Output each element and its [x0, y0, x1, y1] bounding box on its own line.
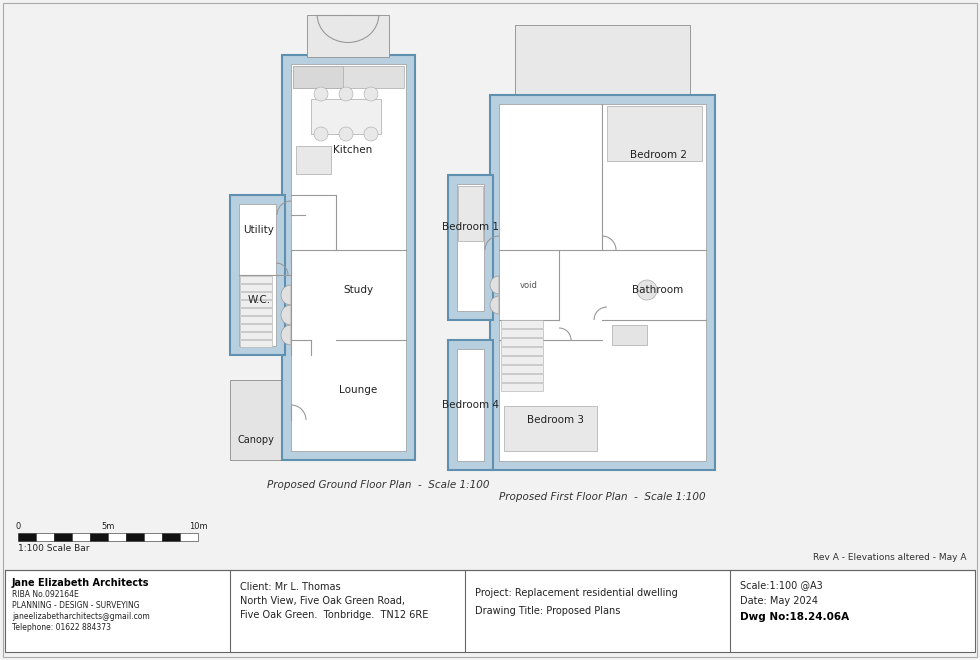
Bar — [490, 95, 715, 470]
Text: 0: 0 — [16, 522, 21, 531]
Bar — [291, 64, 406, 451]
Circle shape — [364, 87, 378, 101]
Bar — [126, 533, 144, 541]
Text: RIBA No.092164E: RIBA No.092164E — [12, 590, 78, 599]
Text: Bathroom: Bathroom — [632, 285, 684, 295]
Circle shape — [314, 127, 328, 141]
Text: Utility: Utility — [244, 225, 274, 235]
Bar — [501, 320, 543, 328]
Bar — [240, 324, 272, 331]
Text: Rev A - Elevations altered - May A: Rev A - Elevations altered - May A — [812, 554, 966, 562]
Bar — [72, 533, 90, 541]
Bar — [457, 349, 484, 461]
Wedge shape — [281, 305, 291, 325]
Text: Date: May 2024: Date: May 2024 — [740, 596, 818, 606]
Text: Bedroom 4: Bedroom 4 — [442, 400, 499, 410]
Bar — [501, 329, 543, 337]
Bar — [54, 533, 72, 541]
Text: janeelizabetharchitects@gmail.com: janeelizabetharchitects@gmail.com — [12, 612, 150, 621]
Text: void: void — [520, 280, 538, 290]
Bar — [240, 284, 272, 291]
Circle shape — [314, 87, 328, 101]
Circle shape — [637, 280, 657, 300]
Bar — [448, 175, 493, 320]
Text: Dwg No:18.24.06A: Dwg No:18.24.06A — [740, 612, 849, 622]
Bar — [458, 186, 483, 241]
Bar — [307, 15, 389, 57]
Bar — [457, 184, 484, 311]
Bar — [515, 25, 690, 97]
Text: Bedroom 3: Bedroom 3 — [526, 415, 583, 425]
Bar — [230, 195, 285, 355]
Bar — [108, 533, 126, 541]
Text: Lounge: Lounge — [339, 385, 377, 395]
Bar — [240, 332, 272, 339]
Text: Kitchen: Kitchen — [333, 145, 372, 155]
Bar — [607, 106, 702, 161]
Bar — [90, 533, 108, 541]
Circle shape — [364, 127, 378, 141]
Bar — [501, 338, 543, 346]
Wedge shape — [490, 276, 499, 294]
Bar — [501, 374, 543, 382]
Bar — [240, 316, 272, 323]
Text: Bedroom 1: Bedroom 1 — [442, 222, 499, 232]
Bar — [144, 533, 162, 541]
Bar — [501, 347, 543, 355]
Wedge shape — [490, 296, 499, 314]
Bar — [504, 406, 597, 451]
Bar — [230, 380, 283, 460]
Bar — [501, 365, 543, 373]
Bar — [501, 356, 543, 364]
Wedge shape — [281, 325, 291, 345]
Bar — [240, 292, 272, 299]
Text: Five Oak Green.  Tonbridge.  TN12 6RE: Five Oak Green. Tonbridge. TN12 6RE — [240, 610, 428, 620]
Text: 1:100 Scale Bar: 1:100 Scale Bar — [18, 544, 89, 553]
Bar — [5, 570, 975, 652]
Bar — [293, 66, 343, 88]
Text: Proposed First Floor Plan  -  Scale 1:100: Proposed First Floor Plan - Scale 1:100 — [499, 492, 706, 502]
Bar — [311, 99, 381, 134]
Text: Project: Replacement residential dwelling: Project: Replacement residential dwellin… — [475, 588, 678, 598]
Bar — [296, 146, 331, 174]
Bar — [499, 104, 706, 461]
Text: Client: Mr L. Thomas: Client: Mr L. Thomas — [240, 582, 341, 592]
Bar — [240, 300, 272, 307]
Text: Canopy: Canopy — [237, 435, 274, 445]
Bar — [293, 66, 404, 88]
Text: Scale:1:100 @A3: Scale:1:100 @A3 — [740, 580, 823, 590]
Text: Study: Study — [343, 285, 373, 295]
Bar — [612, 325, 647, 345]
Text: Jane Elizabeth Architects: Jane Elizabeth Architects — [12, 578, 150, 588]
Text: Drawing Title: Proposed Plans: Drawing Title: Proposed Plans — [475, 606, 620, 616]
Bar — [240, 308, 272, 315]
Text: Proposed Ground Floor Plan  -  Scale 1:100: Proposed Ground Floor Plan - Scale 1:100 — [267, 480, 489, 490]
Wedge shape — [281, 285, 291, 305]
Text: W.C.: W.C. — [247, 295, 270, 305]
Bar — [240, 276, 272, 283]
Bar — [240, 340, 272, 347]
Bar — [36, 533, 54, 541]
Bar — [448, 340, 493, 470]
Bar — [239, 204, 276, 346]
Text: PLANNING - DESIGN - SURVEYING: PLANNING - DESIGN - SURVEYING — [12, 601, 139, 610]
Bar — [162, 533, 180, 541]
Text: North View, Five Oak Green Road,: North View, Five Oak Green Road, — [240, 596, 405, 606]
Circle shape — [339, 87, 353, 101]
Text: 10m: 10m — [189, 522, 208, 531]
Bar — [18, 533, 36, 541]
Text: Telephone: 01622 884373: Telephone: 01622 884373 — [12, 623, 111, 632]
Bar — [282, 55, 415, 460]
Bar — [180, 533, 198, 541]
Text: 5m: 5m — [101, 522, 115, 531]
Text: Bedroom 2: Bedroom 2 — [629, 150, 687, 160]
Bar — [501, 383, 543, 391]
Circle shape — [339, 127, 353, 141]
